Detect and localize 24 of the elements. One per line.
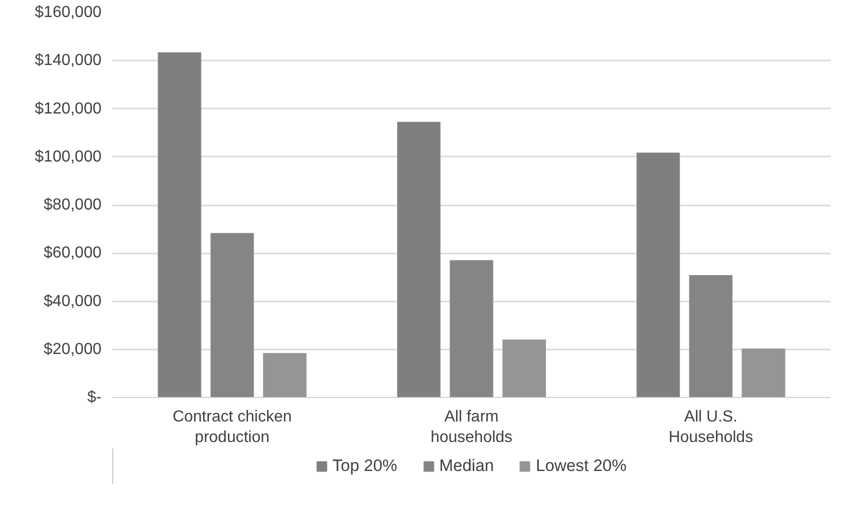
y-tick-label: $80,000 xyxy=(44,196,102,214)
x-tick-label: Contract chicken production xyxy=(172,408,292,446)
bar xyxy=(158,52,202,398)
bar xyxy=(450,260,494,398)
legend-label: Median xyxy=(439,456,494,476)
bar xyxy=(210,232,254,398)
y-tick-label: $160,000 xyxy=(34,4,102,21)
bar xyxy=(502,340,546,398)
legend-label: Top 20% xyxy=(332,456,398,476)
y-tick-label: $60,000 xyxy=(44,244,102,262)
bar xyxy=(742,348,786,398)
x-tick-label: All U.S. Households xyxy=(668,408,754,446)
legend-label: Lowest 20% xyxy=(536,456,627,476)
bar xyxy=(636,152,680,398)
y-tick-label: $120,000 xyxy=(34,100,102,118)
y-tick-label: $40,000 xyxy=(44,292,102,310)
y-tick-label: $20,000 xyxy=(44,340,102,358)
bar xyxy=(397,122,441,398)
y-tick-label: $140,000 xyxy=(34,52,102,70)
y-tick-label: $- xyxy=(87,389,102,406)
bar xyxy=(689,275,733,398)
y-tick-label: $100,000 xyxy=(34,148,102,166)
x-tick-label: All farm households xyxy=(430,408,512,446)
bar xyxy=(263,352,307,398)
